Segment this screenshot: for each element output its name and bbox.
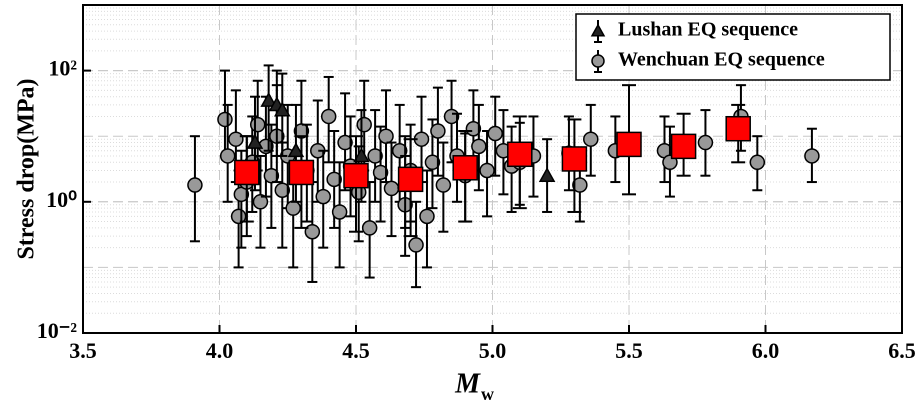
plot-frame [82, 4, 903, 334]
y-tick-label: 10² [48, 56, 77, 81]
point [326, 171, 342, 188]
point [465, 120, 482, 137]
point [479, 162, 495, 179]
point [217, 111, 233, 128]
point [320, 108, 337, 125]
point [274, 101, 291, 117]
mean-marker [397, 166, 424, 193]
x-tick-label: 5.5 [615, 338, 643, 363]
point [260, 91, 277, 107]
point [249, 116, 266, 133]
point [356, 116, 372, 133]
mean-marker [452, 155, 478, 181]
point [471, 138, 487, 155]
point [367, 148, 383, 164]
x-tick-label: 5.0 [479, 338, 507, 363]
point [804, 148, 820, 164]
y-axis-label: Stress drop(MPa) [14, 78, 40, 259]
point [383, 180, 400, 197]
mean-marker [725, 115, 751, 142]
legend-marker [590, 23, 606, 37]
point [246, 134, 264, 149]
legend-marker [591, 54, 605, 68]
x-axis-label: M [454, 368, 481, 399]
x-tick-label: 6.0 [752, 338, 780, 363]
mean-marker [561, 146, 588, 172]
legend-label: Wenchuan EQ sequence [618, 49, 825, 71]
mean-marker [616, 131, 642, 158]
point [219, 148, 236, 164]
point [331, 204, 348, 220]
point [252, 194, 269, 210]
y-tick-label: 10⁻² [37, 318, 78, 343]
point [353, 147, 370, 163]
point [538, 167, 556, 183]
point [315, 188, 331, 205]
point [424, 154, 441, 171]
point [408, 237, 424, 253]
point [274, 182, 291, 198]
point [749, 154, 766, 171]
point [572, 177, 588, 193]
point [287, 142, 305, 158]
x-axis-label-subscript: w [481, 384, 494, 404]
point [435, 177, 452, 193]
legend-box [575, 13, 891, 81]
mean-marker [343, 162, 369, 189]
point [285, 200, 301, 216]
mean-marker [288, 159, 315, 186]
point [372, 164, 389, 181]
point [304, 223, 321, 240]
x-tick-label: 4.0 [206, 338, 234, 363]
x-tick-label: 3.5 [69, 338, 97, 363]
point [337, 134, 353, 151]
point [391, 143, 408, 159]
point [487, 125, 503, 142]
mean-marker [234, 159, 260, 186]
point [430, 123, 446, 139]
mean-marker [507, 141, 533, 168]
mean-marker [670, 133, 697, 160]
x-tick-label: 6.5 [888, 338, 916, 363]
point [361, 220, 378, 236]
point [187, 177, 203, 193]
point [419, 208, 435, 225]
point [378, 128, 394, 144]
point [583, 131, 599, 147]
error-bar [263, 64, 274, 152]
y-tick-label: 10⁰ [46, 187, 77, 212]
legend-label: Lushan EQ sequence [618, 19, 798, 41]
point [697, 134, 714, 151]
x-tick-label: 4.5 [342, 338, 370, 363]
point [228, 131, 244, 147]
point [263, 167, 280, 184]
